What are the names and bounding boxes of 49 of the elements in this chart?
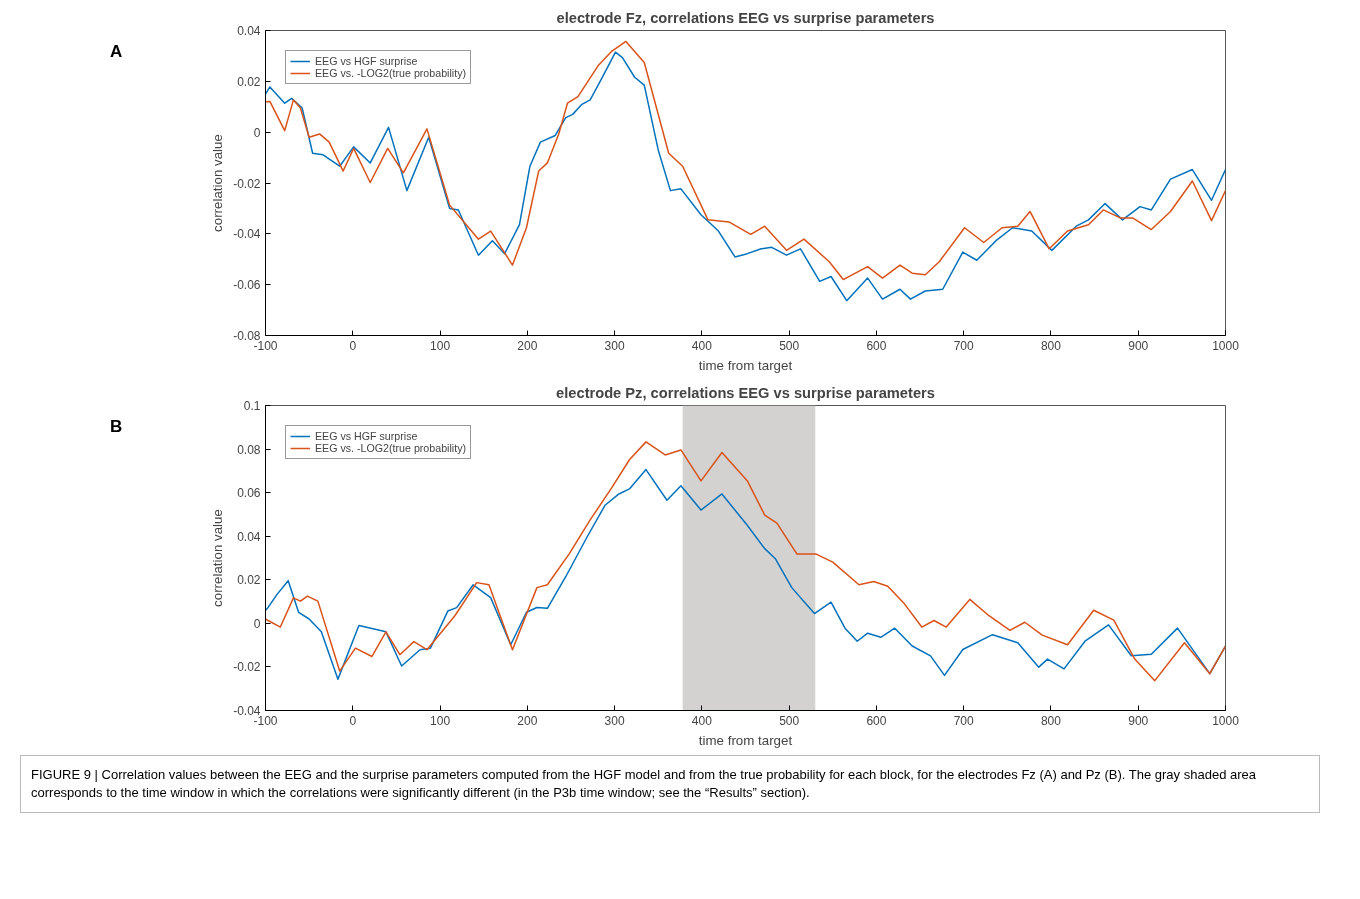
text: A	[110, 41, 123, 63]
legend-label: EEG vs HGF surprise	[315, 430, 418, 442]
x-tick-label: 900	[1128, 713, 1149, 728]
x-tick-label: 100	[430, 713, 451, 728]
legend-label: EEG vs. -LOG2(true probability)	[315, 442, 467, 454]
y-tick-label: 0.1	[243, 399, 261, 413]
y-tick-label: 0.04	[237, 24, 261, 38]
x-axis-title: time from target	[698, 357, 793, 373]
x-tick-label: 0	[349, 338, 357, 353]
x-tick-label: 600	[866, 338, 887, 353]
chart-title: electrode Fz, correlations EEG vs surprise parameters	[556, 9, 935, 26]
x-tick-label: 200	[517, 713, 538, 728]
y-tick-label: 0.02	[237, 74, 261, 89]
y-tick-label: -0.06	[233, 278, 261, 293]
x-tick-label: 700	[953, 713, 975, 728]
caption: FIGURE 9 | Correlation values between the EEG and the surprise parameters computed from the HGF model and from the true probability for each block, for the electrodes Fz (A) and Pz (B). The gray shaded area corresponds to the time window in which the correlations were significantly different (in the P3b time window; see the “Results” section).	[31, 766, 1257, 803]
y-tick-label: -0.08	[233, 329, 261, 343]
x-tick-label: 500	[779, 338, 800, 353]
x-tick-label: 400	[691, 713, 713, 728]
x-tick-label: 0	[349, 713, 357, 728]
x-tick-label: 100	[430, 338, 451, 353]
legend-label: EEG vs. -LOG2(true probability)	[315, 67, 467, 79]
y-tick-label: -0.02	[233, 176, 261, 191]
x-tick-label: 1000	[1212, 338, 1240, 353]
x-tick-label: 800	[1040, 713, 1062, 728]
y-tick-label: 0.02	[237, 573, 261, 588]
y-tick-label: 0.04	[237, 529, 261, 544]
y-tick-label: -0.04	[233, 227, 261, 242]
x-tick-label: 400	[691, 338, 713, 353]
x-tick-label: 500	[779, 713, 800, 728]
x-tick-label: 300	[604, 713, 625, 728]
x-tick-label: 1000	[1212, 713, 1240, 728]
y-tick-label: 0.06	[237, 486, 261, 501]
y-tick-label: 0.08	[237, 442, 261, 457]
y-axis-title: correlation value	[210, 509, 226, 607]
x-tick-label: 700	[953, 338, 975, 353]
x-tick-label: 300	[604, 338, 625, 353]
x-tick-label: 600	[866, 713, 887, 728]
y-tick-label: 0	[253, 616, 261, 631]
text: B	[110, 416, 123, 438]
chart-title: electrode Pz, correlations EEG vs surprise parameters	[556, 384, 935, 401]
x-tick-label: 800	[1040, 338, 1062, 353]
x-tick-label: 900	[1128, 338, 1149, 353]
x-axis-title: time from target	[698, 732, 793, 748]
y-tick-label: 0	[253, 125, 261, 140]
x-tick-label: 200	[517, 338, 538, 353]
y-axis-title: correlation value	[210, 134, 226, 232]
legend-label: EEG vs HGF surprise	[315, 55, 418, 67]
y-tick-label: -0.02	[233, 660, 261, 675]
